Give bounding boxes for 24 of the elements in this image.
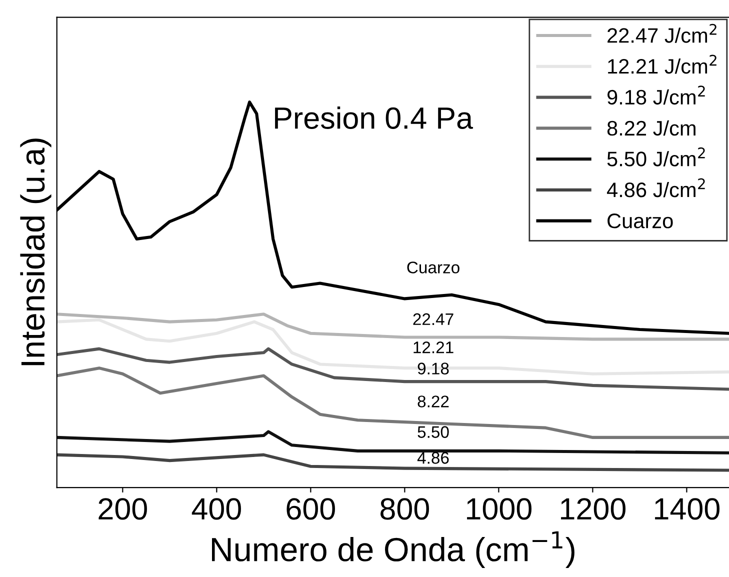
annotation: 8.22 — [418, 396, 449, 408]
annotation: 9.18 — [418, 362, 449, 374]
x-tick-label: 400 — [192, 498, 241, 520]
x-axis-title: Numero de Onda (cm$^{−1}$) — [212, 531, 574, 568]
legend-label: 8.22 J/cm — [607, 120, 696, 136]
legend-label: 5.50 J/cm$^{2}$ — [607, 147, 705, 166]
x-tick-label: 1200 — [561, 498, 626, 520]
y-axis-title: Intensidad (u.a) — [20, 138, 52, 366]
annotation: Presion 0.4 Pa — [275, 106, 473, 129]
x-tick-label: 1000 — [467, 498, 532, 520]
annotation: 4.86 — [417, 452, 449, 464]
legend-label: 4.86 J/cm$^{2}$ — [606, 178, 705, 198]
annotation: 22.47 — [413, 313, 454, 325]
legend-label: Cuarzo — [608, 214, 673, 228]
annotation: 5.50 — [418, 426, 449, 438]
legend-label: 22.47 J/cm$^{2}$ — [608, 24, 716, 43]
x-tick-label: 600 — [286, 498, 335, 520]
annotation: Cuarzo — [407, 262, 460, 274]
legend-label: 12.21 J/cm$^{2}$ — [608, 54, 716, 74]
x-tick-label: 1400 — [655, 498, 720, 520]
x-tick-label: 200 — [98, 498, 147, 520]
legend-label: 9.18 J/cm$^{2}$ — [607, 86, 705, 105]
annotation: 12.21 — [414, 342, 454, 354]
x-tick-label: 800 — [380, 498, 429, 520]
